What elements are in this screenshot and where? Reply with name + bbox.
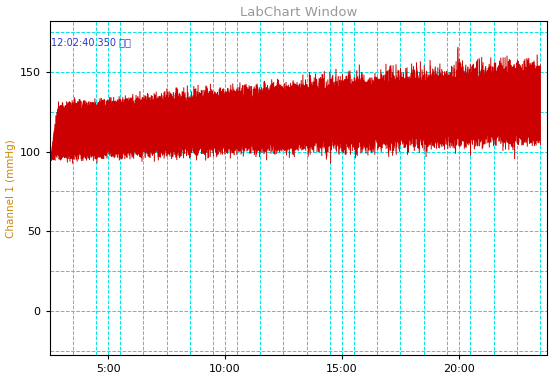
Y-axis label: Channel 1 (mmHg): Channel 1 (mmHg) bbox=[6, 139, 15, 238]
Text: 12:02:40.350 오전: 12:02:40.350 오전 bbox=[51, 37, 131, 47]
Title: LabChart Window: LabChart Window bbox=[240, 6, 357, 19]
